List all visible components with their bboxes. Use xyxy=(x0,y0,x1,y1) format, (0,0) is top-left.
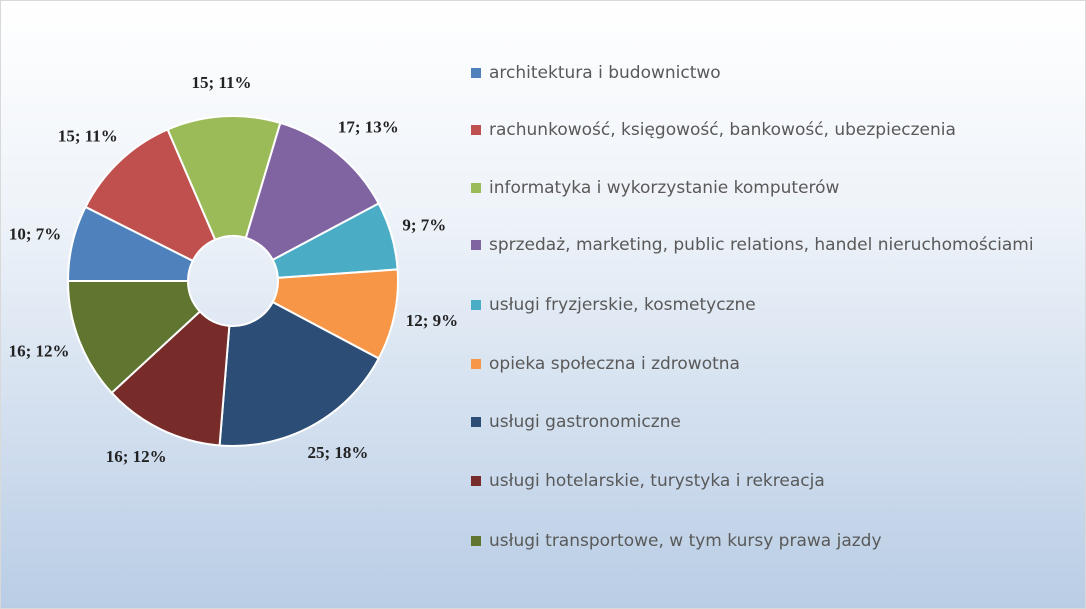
legend-swatch xyxy=(471,240,481,250)
legend-label: opieka społeczna i zdrowotna xyxy=(489,354,740,374)
data-label: 15; 11% xyxy=(58,127,118,146)
legend-item: informatyka i wykorzystanie komputerów xyxy=(471,174,1086,202)
data-label: 16; 12% xyxy=(106,447,167,466)
legend-swatch xyxy=(471,300,481,310)
legend-label: usługi hotelarskie, turystyka i rekreacj… xyxy=(489,471,825,491)
slice xyxy=(166,115,282,241)
legend-item: rachunkowość, księgowość, bankowość, ube… xyxy=(471,116,1086,144)
legend-item: sprzedaż, marketing, public relations, h… xyxy=(471,231,1086,259)
legend-item: usługi transportowe, w tym kursy prawa j… xyxy=(471,527,1086,555)
legend-label: usługi fryzjerskie, kosmetyczne xyxy=(489,295,756,315)
donut: 10; 7% 15; 11% 15; 11% 17; 13% 9; 7% 12; 9% 25… xyxy=(9,73,459,466)
data-label: 17; 13% xyxy=(338,118,399,137)
slice xyxy=(110,310,231,447)
legend-swatch xyxy=(471,68,481,78)
data-label: 9; 7% xyxy=(402,216,446,235)
legend-label: sprzedaż, marketing, public relations, h… xyxy=(489,235,1034,255)
legend-swatch xyxy=(471,536,481,546)
slice xyxy=(244,121,381,262)
legend-swatch xyxy=(471,359,481,369)
legend-swatch xyxy=(471,183,481,193)
legend-item: usługi gastronomiczne xyxy=(471,408,1086,436)
slice xyxy=(66,280,202,395)
slice xyxy=(218,300,381,447)
legend-swatch xyxy=(471,417,481,427)
legend-item: architektura i budownictwo xyxy=(471,59,1086,87)
legend-swatch xyxy=(471,476,481,486)
legend-item: usługi hotelarskie, turystyka i rekreacj… xyxy=(471,467,1086,495)
legend-label: usługi gastronomiczne xyxy=(489,412,681,432)
legend-item: opieka społeczna i zdrowotna xyxy=(471,350,1086,378)
data-label: 25; 18% xyxy=(308,443,369,462)
legend-label: rachunkowość, księgowość, bankowość, ube… xyxy=(489,120,956,140)
data-label: 16; 12% xyxy=(9,342,70,361)
legend-label: architektura i budownictwo xyxy=(489,63,721,83)
legend-swatch xyxy=(471,125,481,135)
data-label: 12; 9% xyxy=(406,311,458,330)
legend-label: informatyka i wykorzystanie komputerów xyxy=(489,178,840,198)
data-label: 10; 7% xyxy=(9,224,61,243)
data-label: 15; 11% xyxy=(192,73,252,92)
legend-item: usługi fryzjerskie, kosmetyczne xyxy=(471,291,1086,319)
slice xyxy=(84,128,217,263)
legend-label: usługi transportowe, w tym kursy prawa j… xyxy=(489,531,882,551)
